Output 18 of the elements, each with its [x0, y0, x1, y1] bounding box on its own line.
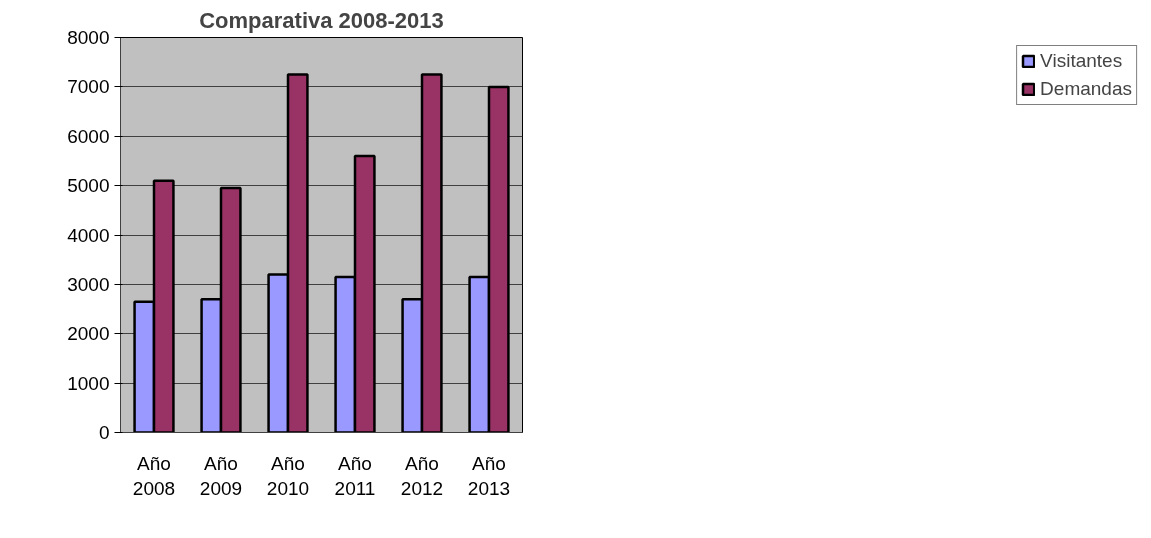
y-tick-label: 0	[98, 422, 110, 443]
y-tick-label: 3000	[67, 273, 110, 295]
x-tick-label: Año 2011	[334, 452, 376, 499]
x-tick-label: Año 2009	[199, 452, 243, 499]
chart-title: Comparativa 2008-2013	[199, 7, 444, 33]
y-tick-label: 6000	[67, 125, 110, 147]
y-tick-label: 1000	[67, 372, 110, 394]
legend-label: Demandas	[1040, 78, 1132, 100]
y-tick-label: 2000	[67, 323, 110, 345]
y-tick-label: 5000	[67, 175, 110, 197]
y-tick-label: 4000	[67, 224, 110, 246]
x-tick-label: Año 2008	[132, 452, 176, 499]
x-tick-label: Año 2013	[467, 452, 511, 499]
legend-label: Visitantes	[1040, 50, 1123, 72]
y-tick-label: 7000	[67, 76, 110, 98]
x-tick-label: Año 2012	[400, 452, 444, 499]
x-tick-label: Año 2010	[266, 452, 310, 499]
y-tick-label: 8000	[67, 27, 110, 48]
